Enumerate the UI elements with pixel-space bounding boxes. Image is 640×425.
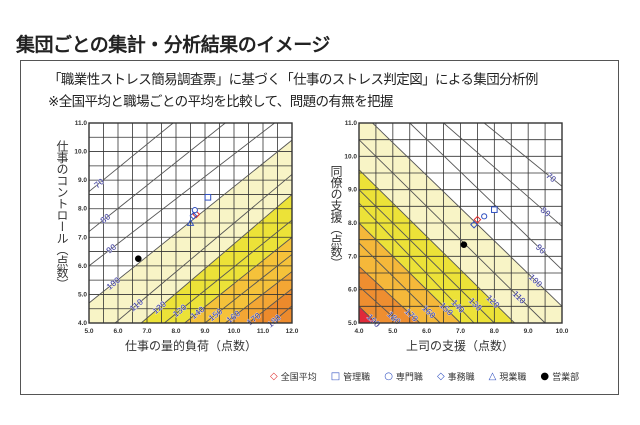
risk-line-110 [114,174,293,324]
diamond-icon: ◇ [270,370,278,382]
x-tick-label: 9.0 [524,328,533,335]
y-tick-label: 8.0 [348,220,357,227]
right-y-axis-title: 同僚の支援（点数） [329,165,343,269]
legend-label: 事務職 [447,373,475,383]
data-point-管理職 [491,206,498,213]
risk-line-130 [164,219,293,324]
risk-line-100 [88,139,293,304]
legend-label: 現業職 [499,373,527,383]
y-tick-label: 7.0 [348,253,357,260]
risk-line-150 [358,222,461,324]
legend-item-field-workers: △ 現業職 [489,370,527,383]
diamond-icon: ◇ [436,370,445,382]
x-tick-label: 8.0 [171,328,180,335]
page-title: 集団ごとの集計・分析結果のイメージ [16,34,330,56]
legend-item-sales-dept: ● 営業部 [540,370,579,383]
y-tick-label: 10.0 [74,149,87,156]
figure-frame [20,60,619,395]
x-tick-label: 10.0 [228,328,241,335]
data-point-営業部 [460,241,468,248]
data-point-専門職 [481,213,488,220]
legend-item-managers: □ 管理職 [331,370,370,383]
legend-label: 管理職 [343,373,371,383]
y-tick-label: 4.0 [78,320,87,327]
risk-line-140 [358,202,475,324]
left-x-axis-title: 仕事の量的負荷（点数） [124,339,258,353]
risk-line-160 [358,242,441,324]
data-point-事務職 [189,211,198,220]
risk-line-150 [204,254,293,324]
risk-line-170 [358,266,421,324]
right-x-axis-title: 上司の支援（点数） [405,339,515,353]
risk-line-180 [358,285,400,324]
x-tick-label: 7.0 [142,328,151,335]
subtitle-line-1: 「職業性ストレス簡易調査票」に基づく「仕事のストレス判定図」による集団分析例 [48,72,538,88]
left-y-axis-title: 仕事のコントロール（点数） [55,140,69,290]
risk-line-160 [225,271,293,324]
filled-circle-icon: ● [540,370,550,382]
data-point-管理職 [204,193,212,201]
risk-line-100 [372,122,563,307]
data-point-全国平均 [473,215,482,224]
y-tick-label: 5.0 [78,291,87,298]
legend-label: 専門職 [395,373,423,383]
legend-item-specialists: ○ 専門職 [384,370,423,383]
data-point-営業部 [135,255,142,263]
triangle-icon: △ [488,370,497,382]
data-point-専門職 [191,207,198,214]
risk-line-90 [88,122,275,267]
risk-line-140 [184,236,293,324]
legend-item-national-average: ◇ 全国平均 [270,370,317,383]
circle-icon: ○ [384,370,393,382]
risk-line-170 [248,288,293,324]
plot-border [358,122,563,324]
square-icon: □ [330,370,341,382]
risk-line-120 [140,194,293,324]
x-tick-label: 5.0 [388,328,397,335]
x-tick-label: 5.0 [84,328,93,335]
y-tick-label: 11.0 [75,120,88,127]
data-point-事務職 [470,220,478,229]
risk-line-180 [271,305,293,324]
y-tick-label: 11.0 [345,120,358,127]
x-tick-label: 11.0 [257,328,270,335]
risk-line-80 [443,122,563,227]
risk-line-70 [483,122,563,187]
risk-line-190 [358,306,377,324]
legend-item-clerical: ◇ 事務職 [437,370,475,383]
y-tick-label: 5.0 [348,320,357,327]
y-tick-label: 9.0 [348,187,357,194]
y-tick-label: 6.0 [78,263,87,270]
x-tick-label: 10.0 [556,328,569,335]
y-tick-label: 7.0 [78,234,87,241]
legend-label: 全国平均 [280,373,317,383]
y-tick-label: 9.0 [78,177,87,184]
x-tick-label: 12.0 [286,328,299,335]
risk-line-80 [88,122,226,232]
x-tick-label: 7.0 [456,328,465,335]
x-tick-label: 4.0 [354,328,363,335]
risk-line-120 [358,169,515,324]
x-tick-label: 8.0 [490,328,499,335]
y-tick-label: 10.0 [344,153,357,160]
risk-line-70 [88,122,174,192]
risk-line-130 [358,189,495,324]
plot-border [88,122,293,324]
data-point-現業職 [186,218,195,226]
y-tick-label: 6.0 [348,287,357,294]
subtitle-line-2: ※全国平均と職場ごとの平均を比較して、問題の有無を把握 [48,94,394,110]
x-tick-label: 9.0 [200,328,209,335]
legend-label: 営業部 [552,373,580,383]
legend: ◇ 全国平均 □ 管理職 ○ 専門職 ◇ 事務職 △ 現業職 ● 営業部 [270,370,579,383]
risk-line-90 [409,122,563,270]
risk-line-110 [358,139,546,324]
y-tick-label: 8.0 [78,206,87,213]
x-tick-label: 6.0 [422,328,431,335]
x-tick-label: 6.0 [113,328,122,335]
